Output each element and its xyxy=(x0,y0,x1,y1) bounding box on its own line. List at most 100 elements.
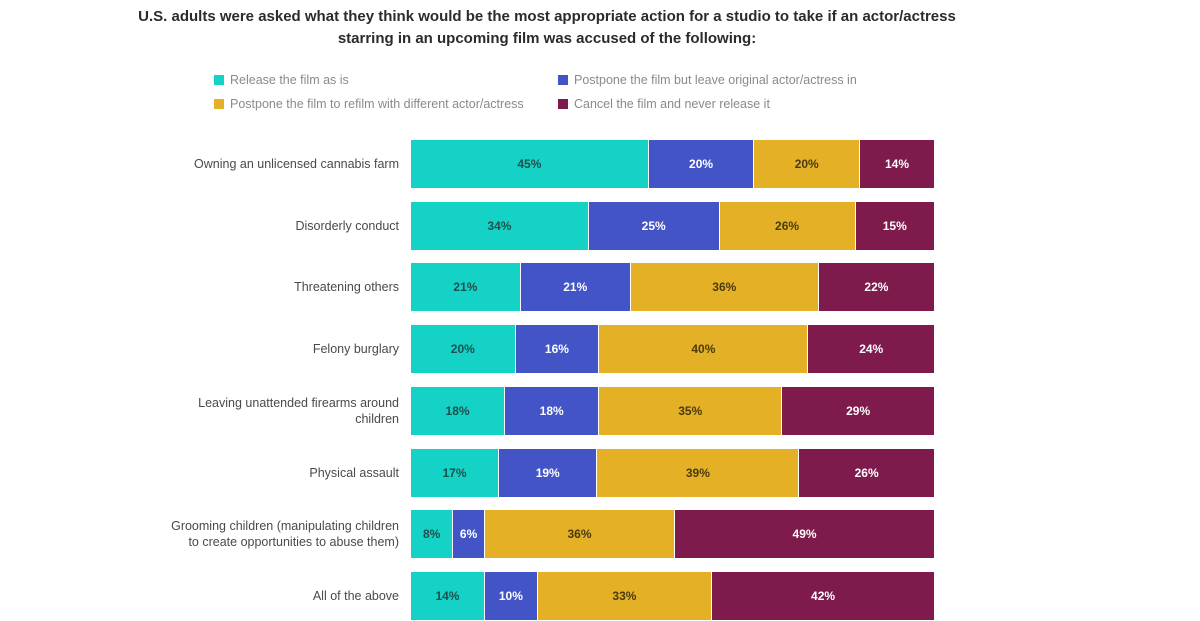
stacked-bar: 18% 18% 35% 29% xyxy=(411,386,934,435)
bar-segment-postpone-keep: 21% xyxy=(520,263,631,312)
bar-segment-postpone-keep: 20% xyxy=(648,140,755,188)
data-label: 40% xyxy=(691,342,716,357)
data-label: 26% xyxy=(775,218,800,233)
bar-segment-refilm: 40% xyxy=(599,325,809,374)
category-label-line: Disorderly conduct xyxy=(295,218,399,233)
data-label: 20% xyxy=(450,342,475,357)
bar-segment-release: 45% xyxy=(411,140,649,188)
data-label: 36% xyxy=(712,280,737,295)
stacked-bar: 45% 20% 20% 14% xyxy=(411,140,934,188)
data-label: 22% xyxy=(864,280,889,295)
data-label: 8% xyxy=(422,527,441,542)
data-label: 18% xyxy=(445,403,470,418)
legend-item-cancel: Cancel the film and never release it xyxy=(558,97,770,111)
stacked-bar: 17% 19% 39% 26% xyxy=(411,448,934,497)
bar-segment-cancel: 22% xyxy=(818,263,934,312)
legend-item-refilm: Postpone the film to refilm with differe… xyxy=(214,97,524,111)
data-label: 24% xyxy=(859,342,884,357)
bar-segment-postpone-keep: 19% xyxy=(499,448,598,497)
bar-segment-postpone-keep: 18% xyxy=(505,386,600,435)
category-label-line: to create opportunities to abuse them) xyxy=(188,535,399,550)
bar-segment-release: 20% xyxy=(411,325,516,374)
bar-segment-postpone-keep: 10% xyxy=(484,571,538,620)
bar-segment-cancel: 26% xyxy=(799,448,934,497)
data-label: 42% xyxy=(811,588,836,603)
legend-swatch-refilm xyxy=(214,99,224,109)
data-label: 15% xyxy=(882,218,907,233)
data-label: 49% xyxy=(792,527,817,542)
bar-segment-refilm: 35% xyxy=(599,386,783,435)
bar-segment-release: 8% xyxy=(411,510,454,559)
bar-segment-release: 21% xyxy=(411,263,521,312)
legend-label-release: Release the film as is xyxy=(230,73,349,87)
bar-segment-refilm: 39% xyxy=(597,448,800,497)
data-label: 35% xyxy=(678,403,703,418)
data-label: 19% xyxy=(535,465,560,480)
category-label-line: Leaving unattended firearms around xyxy=(198,395,399,410)
data-label: 10% xyxy=(498,588,523,603)
data-label: 18% xyxy=(539,403,564,418)
category-label: All of the above xyxy=(119,588,399,604)
category-label-line: Grooming children (manipulating children xyxy=(171,519,399,534)
category-label: Threatening others xyxy=(119,279,399,295)
data-label: 33% xyxy=(612,588,637,603)
category-label: Felony burglary xyxy=(119,341,399,357)
bar-segment-refilm: 36% xyxy=(484,510,676,559)
legend-swatch-cancel xyxy=(558,99,568,109)
category-label-line: Threatening others xyxy=(294,280,399,295)
bar-segment-cancel: 15% xyxy=(855,201,934,250)
category-label: Owning an unlicensed cannabis farm xyxy=(119,156,399,172)
bar-segment-refilm: 26% xyxy=(719,201,856,250)
stacked-bar: 20% 16% 40% 24% xyxy=(411,325,934,374)
legend-swatch-release xyxy=(214,75,224,85)
category-label: Disorderly conduct xyxy=(119,218,399,234)
data-label: 34% xyxy=(487,218,512,233)
legend-swatch-postpone-keep xyxy=(558,75,568,85)
data-label: 21% xyxy=(563,280,588,295)
data-label: 25% xyxy=(641,218,666,233)
bar-segment-postpone-keep: 25% xyxy=(588,201,720,250)
bar-segment-postpone-keep: 6% xyxy=(453,510,485,559)
data-label: 21% xyxy=(453,280,478,295)
data-label: 29% xyxy=(846,403,871,418)
bar-segment-cancel: 24% xyxy=(808,325,934,374)
category-label-line: Owning an unlicensed cannabis farm xyxy=(194,157,399,171)
bar-segment-postpone-keep: 16% xyxy=(515,325,600,374)
stacked-bar: 34% 25% 26% 15% xyxy=(411,201,934,250)
category-label-line: Physical assault xyxy=(309,465,399,480)
chart-title-line-2: starring in an upcoming film was accused… xyxy=(337,30,757,47)
bar-segment-release: 18% xyxy=(411,386,506,435)
bar-segment-refilm: 36% xyxy=(630,263,819,312)
legend-item-release: Release the film as is xyxy=(214,73,349,87)
legend-label-cancel: Cancel the film and never release it xyxy=(574,97,770,111)
data-label: 6% xyxy=(459,527,478,542)
data-label: 16% xyxy=(544,342,569,357)
data-label: 36% xyxy=(567,527,592,542)
bar-segment-cancel: 14% xyxy=(860,140,934,188)
bar-segment-cancel: 42% xyxy=(712,571,934,620)
bar-segment-refilm: 33% xyxy=(537,571,713,620)
chart-title-line-1: U.S. adults were asked what they think w… xyxy=(138,8,956,25)
data-label: 45% xyxy=(517,157,542,171)
category-label-line: children xyxy=(355,411,399,426)
legend-label-postpone-keep: Postpone the film but leave original act… xyxy=(574,73,857,87)
category-label: Physical assault xyxy=(119,465,399,481)
data-label: 20% xyxy=(794,157,819,171)
data-label: 20% xyxy=(689,157,714,171)
category-label-line: Felony burglary xyxy=(312,342,399,357)
bar-segment-release: 14% xyxy=(411,571,485,620)
data-label: 17% xyxy=(442,465,467,480)
stacked-bar: 21% 21% 36% 22% xyxy=(411,263,934,312)
bar-segment-cancel: 29% xyxy=(782,386,934,435)
stacked-bar: 14% 10% 33% 42% xyxy=(411,571,934,620)
stacked-bar: 8% 6% 36% 49% xyxy=(411,510,934,559)
legend-item-postpone-keep: Postpone the film but leave original act… xyxy=(558,73,857,87)
bar-segment-release: 17% xyxy=(411,448,500,497)
bar-segment-release: 34% xyxy=(411,201,589,250)
data-label: 39% xyxy=(685,465,710,480)
category-label-line: All of the above xyxy=(312,588,399,603)
category-label: Leaving unattended firearms around childr… xyxy=(119,395,399,427)
data-label: 14% xyxy=(435,588,460,603)
chart-title: U.S. adults were asked what they think w… xyxy=(0,6,1094,50)
data-label: 26% xyxy=(854,465,879,480)
